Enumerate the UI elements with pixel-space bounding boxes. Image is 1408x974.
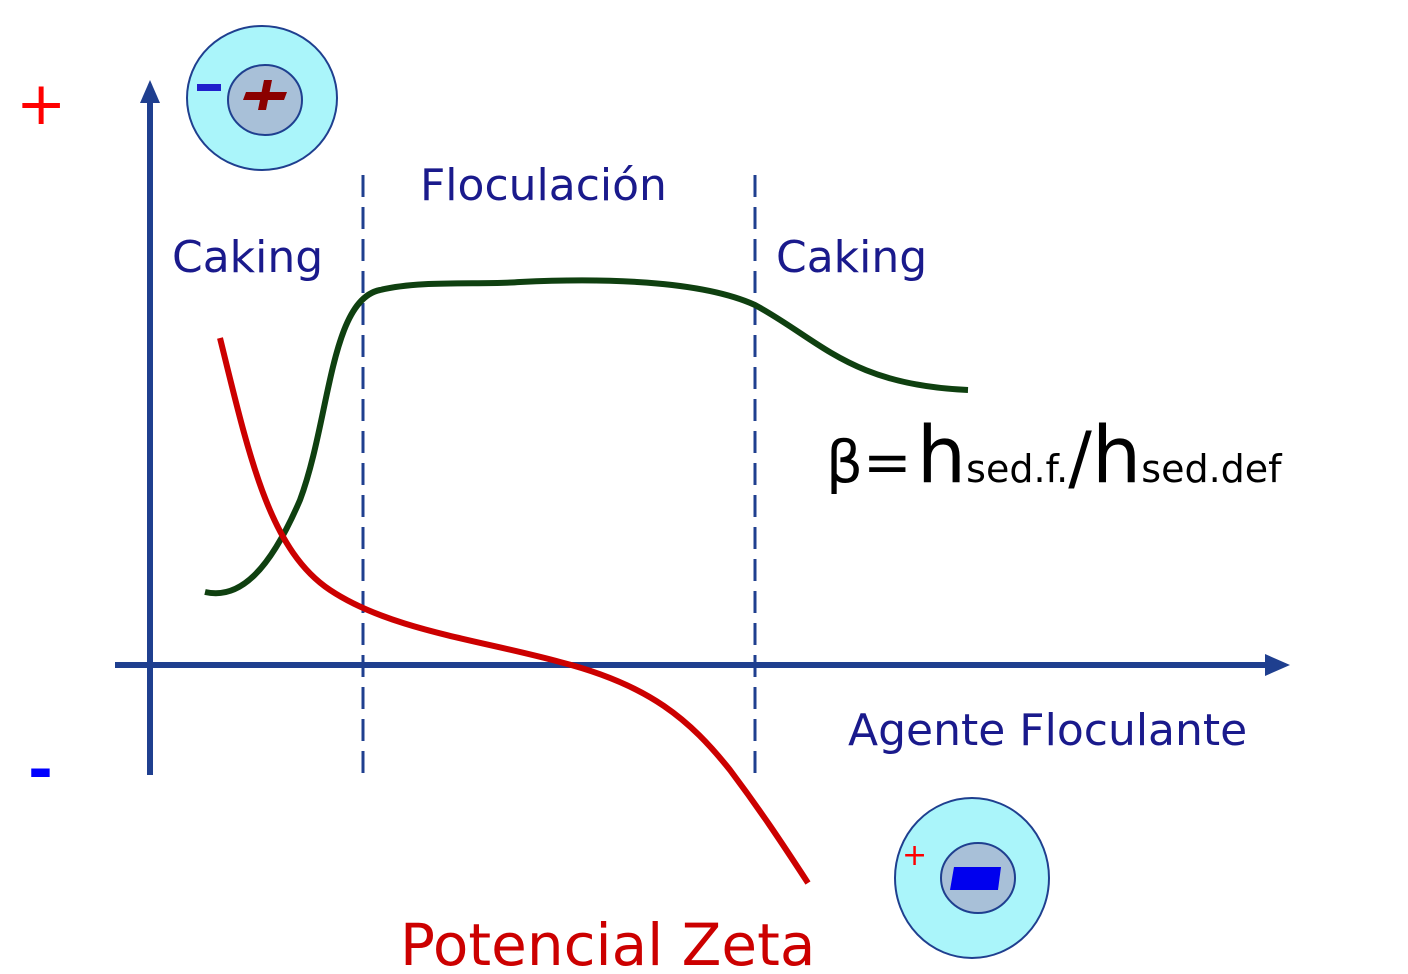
formula-sub: sed.def [1141, 447, 1283, 491]
zeta-label: Potencial Zeta [400, 911, 815, 974]
particle-positive [187, 26, 337, 170]
formula: β= hsed.f./hsed.def [826, 411, 1283, 501]
minus-sign: - [28, 735, 53, 805]
y-arrow [140, 80, 160, 103]
particle-charge: + [902, 838, 927, 873]
plus-sign: + [16, 69, 66, 139]
formula-beta: β= [826, 428, 912, 496]
region-label: Floculación [420, 160, 667, 211]
formula-slash: / [1068, 417, 1092, 499]
x-axis-label: Agente Floculante [848, 705, 1247, 756]
diagram: + - Caking Floculación Caking Agente Flo… [0, 0, 1408, 974]
region-label: Caking [776, 232, 927, 283]
particle-negative: + [895, 798, 1049, 958]
formula-h: h [1092, 411, 1141, 501]
formula-h: h [917, 411, 966, 501]
zeta-curve [220, 338, 808, 883]
x-arrow [1265, 654, 1290, 676]
region-label: Caking [172, 232, 323, 283]
formula-sub: sed.f. [966, 447, 1068, 491]
